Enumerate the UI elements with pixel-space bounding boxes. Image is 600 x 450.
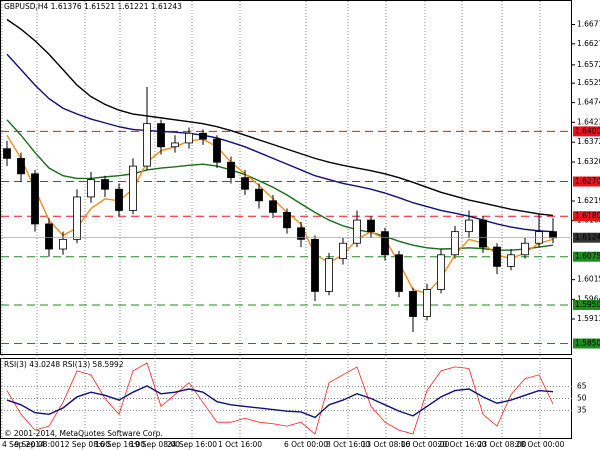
candle-body: [339, 242, 347, 260]
y-tick-label: 1.63205: [577, 157, 600, 166]
candle-body: [213, 138, 221, 163]
candle-body: [129, 165, 137, 211]
x-tick-label: 13 Oct 08:00: [362, 440, 411, 449]
candle-body: [395, 254, 403, 292]
candle-body: [451, 231, 459, 256]
x-tick-label: 6 Oct 00:00: [284, 440, 328, 449]
x-tick-label: 4 Sep 2014: [2, 440, 45, 449]
main-panel-frame: [0, 0, 572, 355]
candle-body: [437, 254, 445, 290]
candle-body: [367, 219, 375, 233]
candle-body: [17, 157, 25, 175]
candle-body: [549, 231, 557, 239]
level-label: 1.58500: [575, 339, 600, 348]
x-tick-label: 24 Sep 16:00: [167, 440, 217, 449]
candle-body: [199, 132, 207, 140]
candle-body: [255, 188, 263, 202]
y-tick-label: 1.59135: [577, 314, 600, 323]
chart-title: GBPUSD,H4 1.61376 1.61521 1.61221 1.6124…: [4, 2, 182, 11]
moving-average-line: [6, 53, 554, 233]
x-tick-label: 28 Oct 00:00: [516, 440, 565, 449]
candle-body: [521, 242, 529, 256]
candle-body: [241, 177, 249, 190]
copyright: © 2001-2014, MetaQuotes Software Corp.: [4, 429, 163, 438]
x-tick-label: 16 Sep 16:00: [95, 440, 145, 449]
candle-body: [227, 161, 235, 179]
candle-body: [353, 219, 361, 244]
y-tick-label: 1.66270: [577, 39, 600, 48]
moving-average-line: [6, 18, 554, 217]
level-label-box: [573, 211, 600, 222]
candle-body: [269, 200, 277, 213]
x-tick-label: 9 Sep 08:00: [14, 440, 60, 449]
x-tick-label: 19 Sep 08:00: [130, 440, 180, 449]
candle-body: [143, 123, 151, 167]
level-label-box: [573, 251, 600, 262]
level-label: 1.61800: [575, 211, 600, 220]
candle-body: [3, 148, 11, 159]
candle-body: [507, 254, 515, 267]
rsi-line: [6, 385, 554, 419]
level-label: 1.62700: [575, 177, 600, 186]
y-tick-label: 1.60155: [577, 275, 600, 284]
rsi-title: RSI(3) 43.0248 RSI(13) 58.5992: [4, 360, 124, 369]
level-label-box: [573, 126, 600, 137]
candle-body: [381, 231, 389, 256]
y-tick-label: 1.62195: [577, 196, 600, 205]
candle-body: [157, 123, 165, 148]
y-tick-label: 1.64235: [577, 117, 600, 126]
x-tick-label: 8 Oct 16:00: [326, 440, 370, 449]
y-tick-label: 1.65725: [577, 60, 600, 69]
candle-body: [31, 173, 39, 225]
x-tick-label: 23 Oct 08:00: [478, 440, 527, 449]
rsi-tick-label: 65: [577, 382, 587, 391]
y-tick-label: 1.65250: [577, 78, 600, 87]
x-tick-label: 20 Oct 16:00: [438, 440, 487, 449]
candle-body: [409, 291, 417, 317]
candle-body: [311, 238, 319, 292]
rsi-line: [6, 362, 554, 435]
candle-body: [59, 238, 67, 250]
candle-body: [465, 219, 473, 233]
candle-body: [493, 246, 501, 267]
x-tick-label: 16 Oct 00:00: [401, 440, 450, 449]
level-label-box: [573, 299, 600, 310]
level-label: 1.60750: [575, 252, 600, 261]
level-label-box: [573, 176, 600, 187]
level-label-box: [573, 338, 600, 349]
y-tick-label: 1.63720: [577, 137, 600, 146]
y-tick-label: 1.64745: [577, 98, 600, 107]
candle-body: [325, 258, 333, 292]
rsi-tick-label: 50: [577, 394, 587, 403]
candle-body: [101, 179, 109, 190]
candle-body: [479, 219, 487, 248]
y-tick-label: 1.66770: [577, 20, 600, 29]
candle-body: [283, 211, 291, 229]
candle-body: [87, 179, 95, 198]
rsi-tick-label: 35: [577, 405, 587, 414]
moving-average-line: [6, 119, 554, 251]
candle-body: [115, 188, 123, 211]
y-tick-label: 1.59645: [577, 294, 600, 303]
x-tick-label: 12 Sep 08:00: [60, 440, 110, 449]
candle-body: [73, 196, 81, 240]
moving-average-line: [6, 134, 554, 295]
x-tick-label: 1 Oct 16:00: [218, 440, 262, 449]
level-label: 1.59500: [575, 300, 600, 309]
level-label: 1.64000: [575, 126, 600, 135]
candle-body: [297, 227, 305, 240]
candle-body: [185, 132, 193, 144]
candle-body: [171, 142, 179, 148]
candle-body: [45, 223, 53, 250]
candle-body: [423, 289, 431, 317]
current-price-box: [573, 232, 600, 243]
current-price-label: 1.61243: [575, 233, 600, 242]
